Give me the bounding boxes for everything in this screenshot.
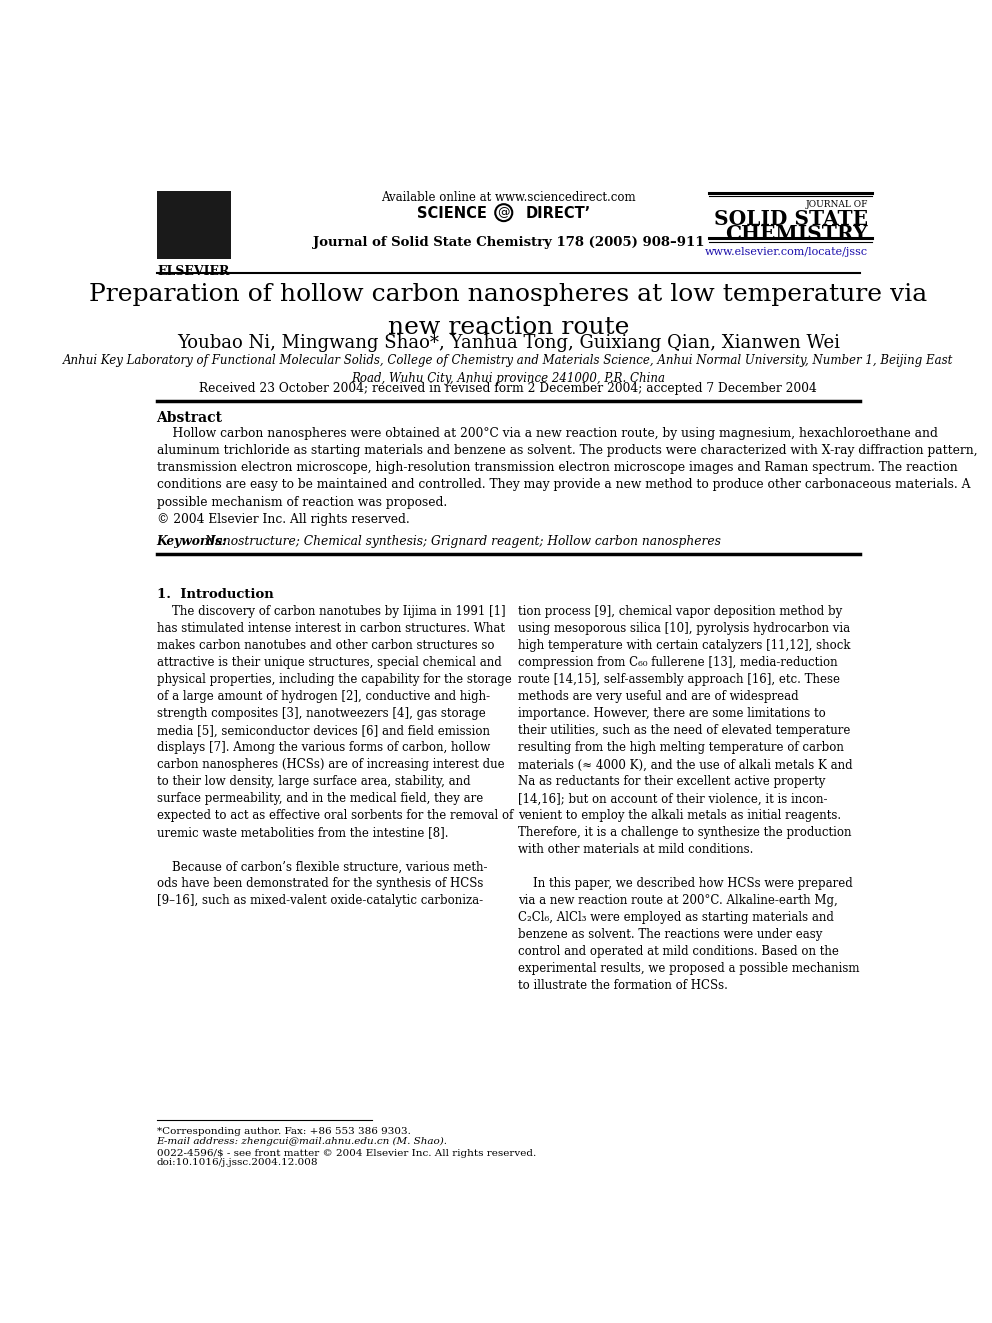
- Text: Nanostructure; Chemical synthesis; Grignard reagent; Hollow carbon nanospheres: Nanostructure; Chemical synthesis; Grign…: [200, 534, 720, 548]
- Text: 0022-4596/$ - see front matter © 2004 Elsevier Inc. All rights reserved.: 0022-4596/$ - see front matter © 2004 El…: [157, 1148, 536, 1158]
- Text: SOLID STATE: SOLID STATE: [714, 209, 868, 229]
- Bar: [157, 191, 231, 259]
- Text: Youbao Ni, Mingwang Shao*, Yanhua Tong, Guixiang Qian, Xianwen Wei: Youbao Ni, Mingwang Shao*, Yanhua Tong, …: [177, 335, 840, 352]
- Text: CHEMISTRY: CHEMISTRY: [725, 224, 868, 245]
- Text: E-mail address: zhengcui@mail.ahnu.edu.cn (M. Shao).: E-mail address: zhengcui@mail.ahnu.edu.c…: [157, 1136, 447, 1146]
- Text: Journal of Solid State Chemistry 178 (2005) 908–911: Journal of Solid State Chemistry 178 (20…: [312, 235, 704, 249]
- Text: Preparation of hollow carbon nanospheres at low temperature via
new reaction rou: Preparation of hollow carbon nanospheres…: [89, 283, 928, 339]
- Text: ELSEVIER: ELSEVIER: [158, 265, 230, 278]
- Text: Received 23 October 2004; received in revised form 2 December 2004; accepted 7 D: Received 23 October 2004; received in re…: [199, 382, 817, 396]
- Text: Available online at www.sciencedirect.com: Available online at www.sciencedirect.co…: [381, 191, 636, 204]
- Text: JOURNAL OF: JOURNAL OF: [806, 200, 868, 209]
- Text: tion process [9], chemical vapor deposition method by
using mesoporous silica [1: tion process [9], chemical vapor deposit…: [518, 606, 859, 992]
- Text: Keywords:: Keywords:: [157, 534, 227, 548]
- Text: 1.  Introduction: 1. Introduction: [157, 589, 274, 602]
- Text: Hollow carbon nanospheres were obtained at 200°C via a new reaction route, by us: Hollow carbon nanospheres were obtained …: [157, 427, 977, 525]
- Text: SCIENCE: SCIENCE: [417, 206, 487, 221]
- Text: @: @: [498, 206, 510, 220]
- Text: *Corresponding author. Fax: +86 553 386 9303.: *Corresponding author. Fax: +86 553 386 …: [157, 1127, 411, 1136]
- Text: The discovery of carbon nanotubes by Iijima in 1991 [1]
has stimulated intense i: The discovery of carbon nanotubes by Iij…: [157, 606, 513, 908]
- Text: Abstract: Abstract: [157, 411, 222, 425]
- Text: DIRECTʼ: DIRECTʼ: [526, 206, 590, 221]
- Text: www.elsevier.com/locate/jssc: www.elsevier.com/locate/jssc: [705, 247, 868, 257]
- Text: doi:10.1016/j.jssc.2004.12.008: doi:10.1016/j.jssc.2004.12.008: [157, 1158, 318, 1167]
- Text: Anhui Key Laboratory of Functional Molecular Solids, College of Chemistry and Ma: Anhui Key Laboratory of Functional Molec…: [63, 353, 953, 385]
